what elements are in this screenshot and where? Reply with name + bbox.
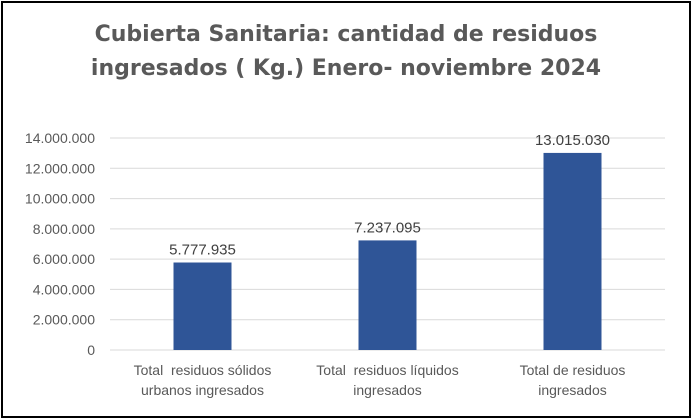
data-label: 7.237.095 [354,219,421,236]
y-tick-label: 12.000.000 [25,160,95,176]
category-label: Total de residuos [520,362,626,378]
chart-title: Cubierta Sanitaria: cantidad de residuos… [0,18,692,86]
y-tick-label: 6.000.000 [33,251,95,267]
bar [173,262,232,350]
y-tick-label: 0 [87,342,95,358]
y-tick-label: 4.000.000 [33,281,95,297]
y-tick-label: 10.000.000 [25,191,95,207]
y-tick-label: 8.000.000 [33,221,95,237]
y-axis-ticks: 0 2.000.000 4.000.000 6.000.000 8.000.000 10.… [25,130,95,358]
y-tick-label: 14.000.000 [25,130,95,146]
chart-title-line-1: Cubierta Sanitaria: cantidad de residuos [94,22,598,47]
bars [173,152,602,350]
bar [358,240,417,350]
category-label: ingresados [353,382,422,398]
data-labels: 5.777.935 7.237.095 13.015.030 [169,132,610,259]
bar [543,152,602,350]
category-labels: Total residuos sólidos urbanos ingresados… [134,362,626,398]
category-label: urbanos ingresados [141,382,264,398]
category-label: Total residuos sólidos [134,362,272,378]
category-label: Total residuos líquidos [316,362,458,378]
data-label: 13.015.030 [535,132,610,149]
y-tick-label: 2.000.000 [33,312,95,328]
category-label: ingresados [538,382,607,398]
chart-title-line-2: ingresados ( Kg.) Enero- noviembre 2024 [90,56,602,81]
data-label: 5.777.935 [169,242,236,259]
